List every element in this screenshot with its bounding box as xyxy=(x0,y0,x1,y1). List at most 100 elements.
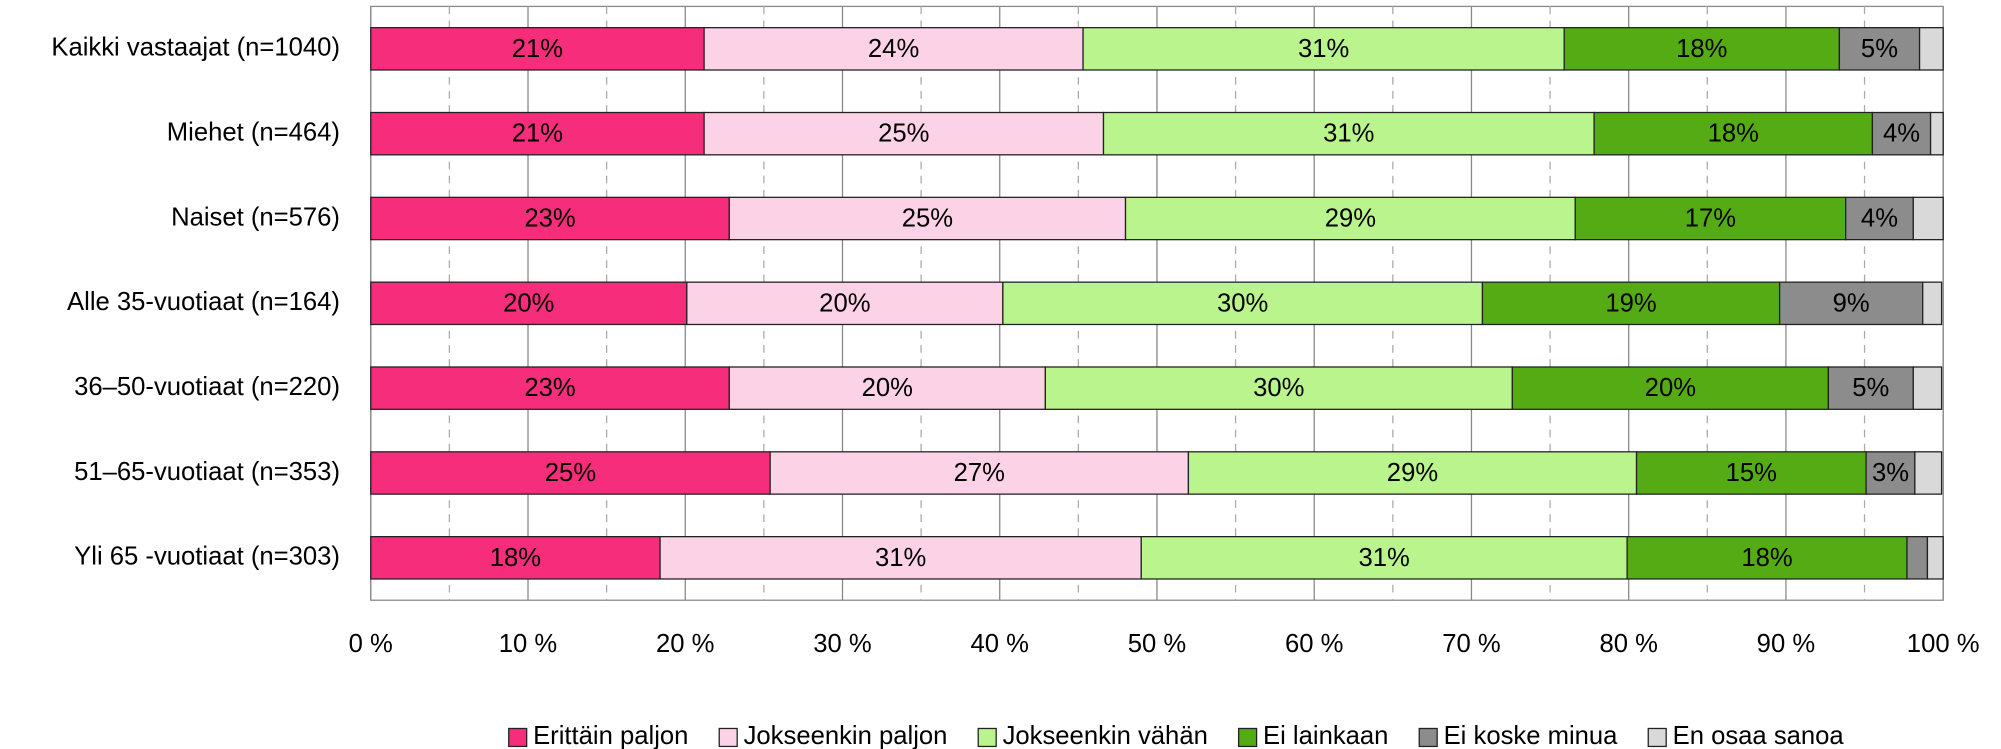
data-label: 27% xyxy=(954,459,1005,487)
data-label: 20% xyxy=(503,289,554,317)
x-tick-label: 100 % xyxy=(1907,630,1980,658)
legend-swatch xyxy=(977,727,997,748)
legend-label: Ei koske minua xyxy=(1444,722,1619,749)
bar-segment xyxy=(1845,196,1914,241)
bar-segment xyxy=(1827,366,1914,410)
legend-swatch xyxy=(1237,727,1258,748)
bar-segment xyxy=(1906,536,1929,580)
bar-segment xyxy=(659,536,1142,580)
y-tick-label: Kaikki vastaajat (n=1040) xyxy=(51,34,340,62)
data-label: 20% xyxy=(819,289,870,317)
legend-swatch xyxy=(1647,727,1667,748)
data-label: 19% xyxy=(1605,289,1656,317)
bar-segment xyxy=(1838,27,1921,71)
data-label: 29% xyxy=(1387,459,1438,487)
x-tick-label: 70 % xyxy=(1442,630,1500,658)
data-label: 20% xyxy=(862,374,913,402)
bar-segment xyxy=(1926,536,1944,580)
bar-segment xyxy=(370,536,661,580)
legend-label: Erittäin paljon xyxy=(533,722,688,749)
data-label: 21% xyxy=(512,120,563,148)
y-tick-label: Alle 35-vuotiaat (n=164) xyxy=(67,288,340,316)
legend-label: En osaa sanoa xyxy=(1673,722,1845,749)
data-label: 23% xyxy=(524,205,575,233)
data-label: 25% xyxy=(902,205,953,233)
legend-swatch xyxy=(508,727,528,748)
data-label: 21% xyxy=(512,35,563,63)
bar-segment xyxy=(1044,366,1513,410)
x-tick-label: 40 % xyxy=(971,630,1029,658)
y-tick-label: 36–50-vuotiaat (n=220) xyxy=(74,373,340,401)
legend-swatch xyxy=(718,727,738,748)
bar-segment xyxy=(728,196,1127,241)
data-label: 20% xyxy=(1645,374,1696,402)
x-tick-label: 90 % xyxy=(1757,630,1815,658)
data-label: 18% xyxy=(490,544,541,572)
bar-segment xyxy=(1914,451,1943,495)
bar-segment xyxy=(370,451,771,495)
x-tick-label: 10 % xyxy=(499,630,557,658)
data-label: 30% xyxy=(1253,374,1304,402)
bar-segment xyxy=(1082,27,1565,71)
data-label: 31% xyxy=(875,544,926,572)
bar-segment xyxy=(686,281,1004,326)
data-label: 23% xyxy=(524,374,575,402)
data-label: 31% xyxy=(1298,35,1349,63)
data-label: 5% xyxy=(1852,374,1889,402)
bar-segment xyxy=(703,111,1105,156)
y-tick-label: 51–65-vuotiaat (n=353) xyxy=(74,458,340,486)
bar-segment xyxy=(1593,111,1874,156)
x-tick-label: 20 % xyxy=(656,630,714,658)
x-tick-label: 50 % xyxy=(1128,630,1186,658)
bar-segment xyxy=(703,27,1084,71)
data-label: 5% xyxy=(1861,35,1898,63)
legend-label: Ei lainkaan xyxy=(1263,722,1388,749)
bar-segment xyxy=(1912,366,1943,410)
bar-segment xyxy=(1574,196,1847,241)
data-label: 18% xyxy=(1676,35,1727,63)
bar-segment xyxy=(1481,281,1781,326)
data-label: 30% xyxy=(1217,289,1268,317)
bar-segment xyxy=(1929,111,1944,156)
data-label: 4% xyxy=(1883,120,1920,148)
x-tick-label: 80 % xyxy=(1599,630,1657,658)
data-label: 18% xyxy=(1708,120,1759,148)
data-label: 15% xyxy=(1726,459,1777,487)
data-label: 24% xyxy=(868,35,919,63)
x-tick-label: 0 % xyxy=(349,630,393,658)
bar-segment xyxy=(728,366,1046,410)
bar-segment xyxy=(1187,451,1638,495)
bar-segment xyxy=(370,196,730,241)
bar-segment xyxy=(1912,196,1944,241)
y-tick-label: Yli 65 -vuotiaat (n=303) xyxy=(74,543,340,571)
bar-segment xyxy=(370,27,705,71)
data-label: 25% xyxy=(545,459,596,487)
data-label: 17% xyxy=(1685,205,1736,233)
x-tick-label: 60 % xyxy=(1285,630,1343,658)
data-label: 4% xyxy=(1861,205,1898,233)
data-label: 3% xyxy=(1872,459,1909,487)
data-label: 25% xyxy=(878,120,929,148)
bar-segment xyxy=(370,281,688,326)
bar-segment xyxy=(1124,196,1576,241)
y-tick-label: Miehet (n=464) xyxy=(167,118,340,146)
legend-label: Jokseenkin vähän xyxy=(1003,722,1208,749)
x-tick-label: 30 % xyxy=(813,630,871,658)
bar-segment xyxy=(1865,451,1916,495)
data-label: 29% xyxy=(1325,205,1376,233)
y-tick-label: Naiset (n=576) xyxy=(171,203,340,231)
data-label: 31% xyxy=(1359,544,1410,572)
bar-segment xyxy=(1778,281,1924,326)
bar-segment xyxy=(1511,366,1830,410)
bar-segment xyxy=(1626,536,1908,580)
data-label: 18% xyxy=(1741,544,1792,572)
legend-swatch xyxy=(1418,727,1438,748)
legend-label: Jokseenkin paljon xyxy=(744,722,948,749)
bar-segment xyxy=(370,366,730,410)
bar-segment xyxy=(1922,281,1943,326)
bar-segment xyxy=(1002,281,1484,326)
bar-segment xyxy=(1918,27,1944,71)
data-label: 31% xyxy=(1323,120,1374,148)
data-label: 9% xyxy=(1833,289,1870,317)
